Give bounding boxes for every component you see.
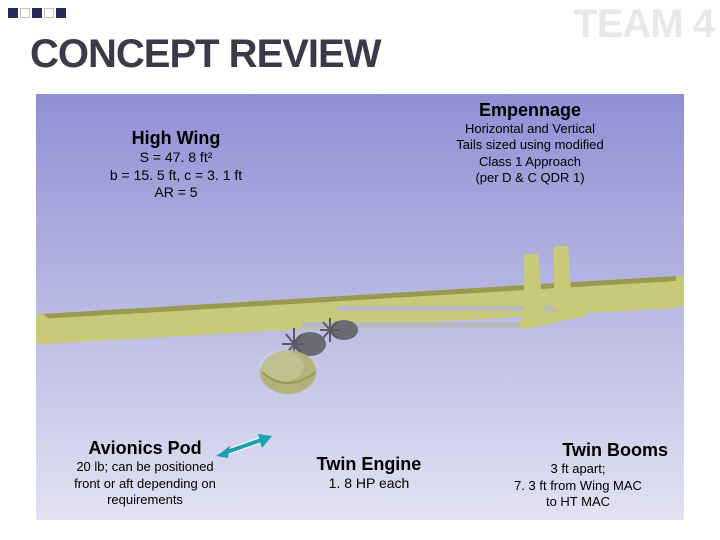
callout-line: AR = 5 <box>76 184 276 202</box>
callout-title: High Wing <box>76 128 276 149</box>
decor-square <box>20 8 30 18</box>
slide-content-area: High Wing S = 47. 8 ft² b = 15. 5 ft, c … <box>36 94 684 520</box>
callout-line: S = 47. 8 ft² <box>76 149 276 167</box>
callout-twin-engine: Twin Engine 1. 8 HP each <box>294 454 444 493</box>
callout-line: (per D & C QDR 1) <box>400 170 660 186</box>
callout-high-wing: High Wing S = 47. 8 ft² b = 15. 5 ft, c … <box>76 128 276 202</box>
slide-header-decor <box>8 8 66 18</box>
callout-line: Horizontal and Vertical <box>400 121 660 137</box>
avionics-pod <box>260 350 316 394</box>
callout-avionics-pod: Avionics Pod 20 lb; can be positioned fr… <box>50 438 240 508</box>
decor-square <box>56 8 66 18</box>
decor-square <box>32 8 42 18</box>
slide-title: CONCEPT REVIEW <box>30 32 380 77</box>
callout-title: Avionics Pod <box>50 438 240 459</box>
team-watermark: TEAM 4 <box>573 2 714 47</box>
callout-line: b = 15. 5 ft, c = 3. 1 ft <box>76 167 276 185</box>
decor-square <box>8 8 18 18</box>
callout-line: front or aft depending on <box>50 476 240 492</box>
callout-line: 20 lb; can be positioned <box>50 459 240 475</box>
callout-line: 3 ft apart; <box>488 461 668 477</box>
callout-line: Class 1 Approach <box>400 154 660 170</box>
callout-line: 7. 3 ft from Wing MAC <box>488 478 668 494</box>
callout-line: Tails sized using modified <box>400 137 660 153</box>
callout-line: 1. 8 HP each <box>294 475 444 493</box>
callout-title: Empennage <box>400 100 660 121</box>
callout-line: requirements <box>50 492 240 508</box>
callout-line: to HT MAC <box>488 494 668 510</box>
callout-title: Twin Booms <box>488 440 668 461</box>
callout-empennage: Empennage Horizontal and Vertical Tails … <box>400 100 660 186</box>
callout-twin-booms: Twin Booms 3 ft apart; 7. 3 ft from Wing… <box>488 440 668 510</box>
callout-title: Twin Engine <box>294 454 444 475</box>
aircraft-render <box>36 194 684 424</box>
decor-square <box>44 8 54 18</box>
